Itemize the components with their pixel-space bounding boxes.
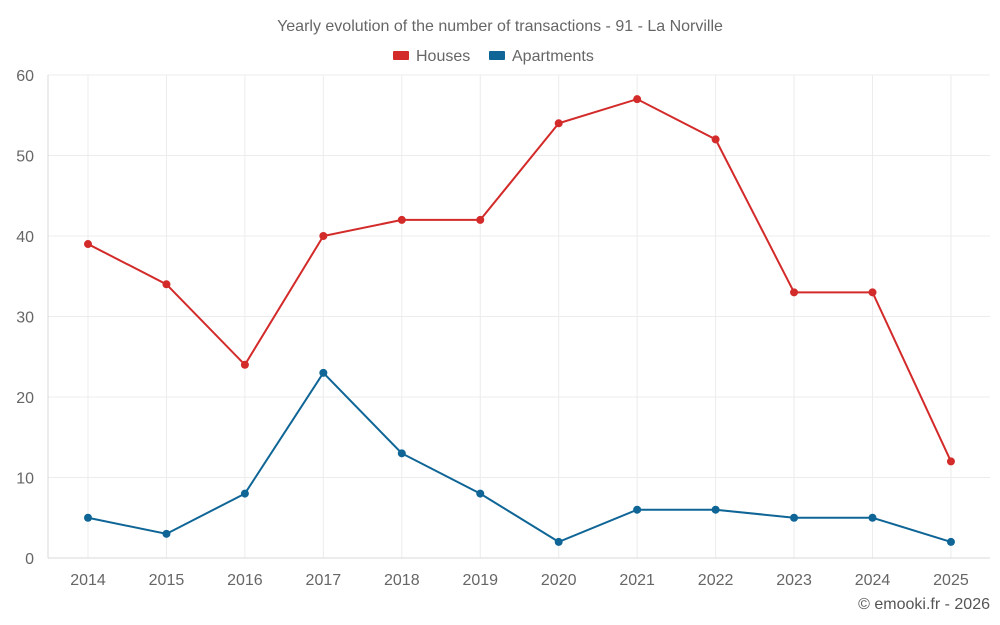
x-tick-label-2020: 2020: [541, 572, 577, 589]
data-point-apartments-2024[interactable]: [868, 513, 877, 522]
x-tick-label-2023: 2023: [776, 572, 812, 589]
x-axis-ticks: 2014 2015 2016 2017 2018 2019 2020 2021 2022 2023…: [70, 572, 969, 589]
y-tick-label-20: 20: [16, 390, 34, 407]
gridlines: [48, 74, 990, 558]
data-point-houses-2020[interactable]: [554, 119, 563, 128]
y-tick-label-40: 40: [16, 229, 34, 246]
series-houses: [84, 95, 955, 466]
series-layer: [84, 95, 955, 546]
data-point-houses-2022[interactable]: [711, 135, 720, 144]
data-point-houses-2025[interactable]: [946, 457, 955, 466]
data-point-houses-2017[interactable]: [319, 232, 328, 240]
data-point-apartments-2021[interactable]: [633, 505, 642, 514]
y-tick-label-50: 50: [16, 149, 34, 166]
x-tick-label-2024: 2024: [855, 572, 891, 589]
x-tick-label-2015: 2015: [149, 572, 185, 589]
data-point-apartments-2016[interactable]: [240, 489, 249, 498]
axes: [47, 75, 990, 559]
data-point-apartments-2018[interactable]: [397, 449, 406, 458]
data-point-houses-2016[interactable]: [240, 360, 249, 369]
legend-label-houses[interactable]: Houses: [416, 48, 470, 65]
data-point-apartments-2025[interactable]: [946, 537, 955, 546]
data-point-houses-2024[interactable]: [868, 288, 877, 297]
data-point-houses-2021[interactable]: [633, 95, 642, 104]
data-point-apartments-2019[interactable]: [476, 489, 485, 498]
series-apartments: [84, 368, 955, 546]
x-tick-label-2019: 2019: [462, 572, 498, 589]
chart-title: Yearly evolution of the number of transa…: [277, 18, 723, 35]
data-point-apartments-2015[interactable]: [162, 529, 171, 538]
credit-text: © emooki.fr - 2026: [858, 596, 990, 613]
legend-swatch-houses[interactable]: [393, 51, 409, 60]
data-point-houses-2018[interactable]: [397, 215, 406, 224]
data-point-apartments-2020[interactable]: [554, 537, 563, 546]
x-tick-label-2016: 2016: [227, 572, 263, 589]
x-tick-label-2021: 2021: [619, 572, 655, 589]
x-tick-label-2022: 2022: [698, 572, 734, 589]
series-line-apartments[interactable]: [87, 371, 952, 544]
data-point-apartments-2023[interactable]: [790, 513, 799, 522]
x-tick-label-2025: 2025: [933, 572, 969, 589]
legend-label-apartments[interactable]: Apartments: [512, 48, 594, 65]
legend: Houses Apartments: [393, 48, 594, 65]
x-tick-label-2018: 2018: [384, 572, 420, 589]
data-point-houses-2019[interactable]: [476, 215, 485, 224]
x-tick-label-2014: 2014: [70, 572, 106, 589]
series-line-houses[interactable]: [87, 98, 952, 462]
y-tick-label-0: 0: [25, 551, 34, 568]
y-axis-ticks: 0 10 20 30 40 50 60: [16, 68, 34, 568]
data-point-houses-2023[interactable]: [790, 288, 799, 297]
data-point-apartments-2014[interactable]: [84, 513, 92, 522]
data-point-apartments-2017[interactable]: [319, 368, 328, 377]
x-tick-label-2017: 2017: [306, 572, 342, 589]
y-tick-label-30: 30: [16, 310, 34, 327]
legend-swatch-apartments[interactable]: [489, 51, 505, 60]
y-tick-label-10: 10: [16, 471, 34, 488]
y-tick-label-60: 60: [16, 68, 34, 85]
data-point-houses-2015[interactable]: [162, 280, 171, 289]
data-point-houses-2014[interactable]: [84, 240, 92, 249]
data-point-apartments-2022[interactable]: [711, 505, 720, 514]
